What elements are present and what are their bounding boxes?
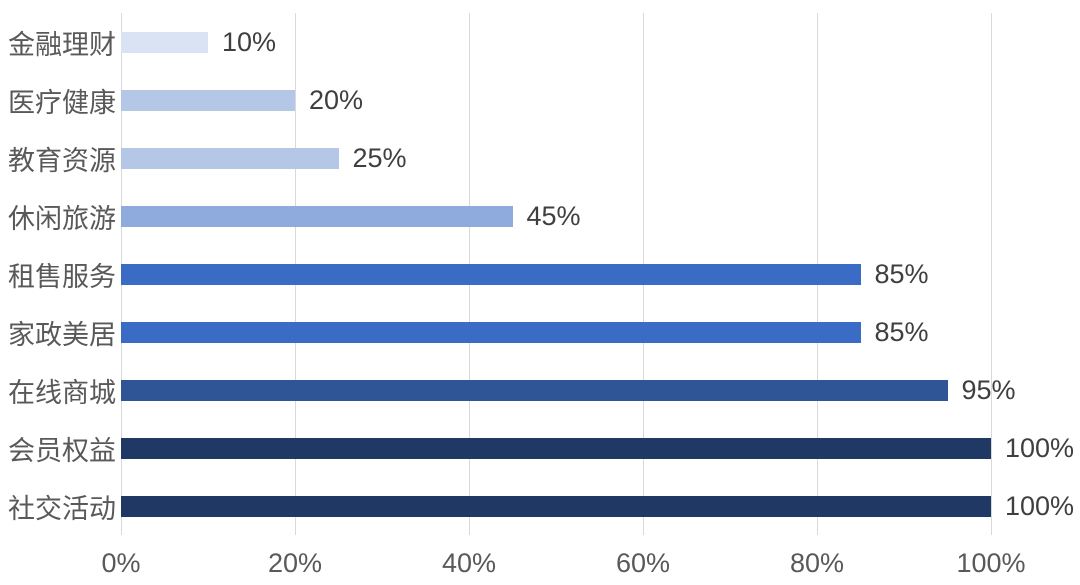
x-tick-label: 40% (441, 548, 497, 578)
bar (121, 437, 991, 459)
bar-rows: 金融理财 10% 医疗健康 20% 教育资源 25% 休闲旅游 45% 租售服务 85% 家政美居 8… (8, 13, 1074, 535)
bar (121, 321, 861, 343)
bar-row: 在线商城 95% (8, 361, 1016, 419)
bar (121, 495, 991, 517)
bar (121, 205, 513, 227)
value-label: 85% (874, 258, 929, 289)
bar (121, 263, 861, 285)
value-label: 95% (961, 374, 1016, 405)
bar (121, 89, 295, 111)
bar-row: 教育资源 25% (8, 129, 991, 187)
category-label: 休闲旅游 (8, 203, 116, 234)
x-tick-label: 0% (101, 548, 141, 578)
bar (121, 31, 208, 53)
category-label: 租售服务 (8, 261, 116, 292)
x-tick-label: 60% (615, 548, 671, 578)
value-label: 85% (874, 316, 929, 347)
category-label: 社交活动 (8, 493, 116, 524)
bar-row: 社交活动 100% (8, 477, 1074, 535)
gridline (990, 13, 992, 535)
bar-row: 会员权益 100% (8, 419, 1074, 477)
plot-area: 金融理财 10% 医疗健康 20% 教育资源 25% 休闲旅游 45% 租售服务 85% 家政美居 8… (8, 13, 1074, 535)
category-label: 教育资源 (8, 145, 116, 176)
bar (121, 147, 339, 169)
bar-row: 金融理财 10% (8, 13, 991, 71)
value-label: 45% (526, 200, 581, 231)
bar-row: 家政美居 85% (8, 303, 991, 361)
category-label: 会员权益 (8, 435, 116, 466)
category-label: 家政美居 (8, 319, 116, 350)
bar-row: 医疗健康 20% (8, 71, 991, 129)
bar-row: 休闲旅游 45% (8, 187, 991, 245)
value-label: 100% (1005, 432, 1075, 463)
value-label: 10% (222, 26, 277, 57)
x-tick-label: 100% (956, 548, 1026, 578)
bar-row: 租售服务 85% (8, 245, 991, 303)
value-label: 25% (352, 142, 407, 173)
category-label: 金融理财 (8, 29, 116, 60)
category-label: 医疗健康 (8, 87, 116, 118)
bar (121, 379, 948, 401)
x-tick-label: 80% (789, 548, 845, 578)
x-axis: 0% 20% 40% 60% 80% 100% (0, 548, 1080, 582)
value-label: 20% (309, 84, 364, 115)
x-tick-label: 20% (267, 548, 323, 578)
category-label: 在线商城 (8, 377, 116, 408)
value-label: 100% (1005, 490, 1075, 521)
